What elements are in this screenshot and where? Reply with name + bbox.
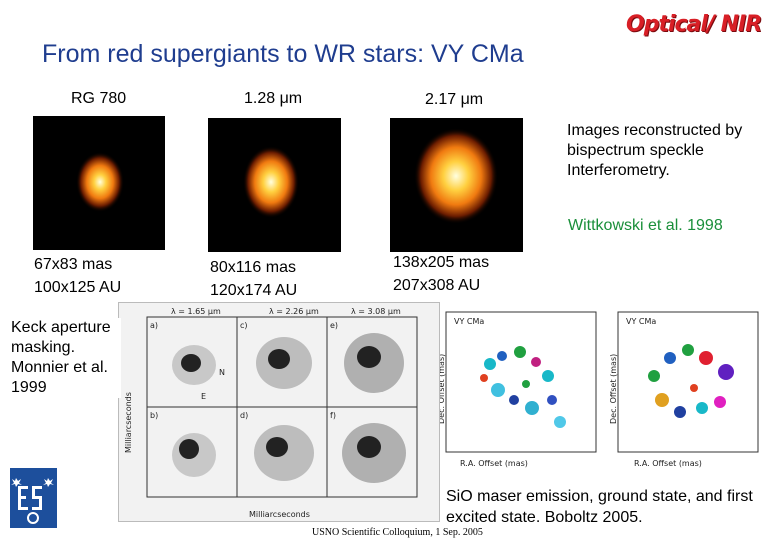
panel-label: e) — [330, 321, 338, 330]
optical-nir-badge: Optical/ NIR — [626, 12, 762, 37]
speckle-image-rg780 — [33, 116, 165, 250]
size-au: 100x125 AU — [34, 279, 122, 296]
panel-label: a) — [150, 321, 158, 330]
band-label-128um: 1.28 μm — [244, 90, 303, 107]
y-axis-label: Milliarcseconds — [124, 392, 133, 453]
panel-label: b) — [150, 411, 158, 420]
panel-label: d) — [240, 411, 248, 420]
slide-title: From red supergiants to WR stars: VY CMa — [42, 40, 524, 68]
footer-text: USNO Scientific Colloquium, 1 Sep. 2005 — [312, 527, 483, 538]
size-mas: 138x205 mas — [393, 254, 490, 271]
size-label-217um: 138x205 mas 207x308 AU — [393, 251, 489, 297]
maser-panel-title: VY CMa — [454, 317, 484, 326]
star-image-rg780 — [76, 152, 124, 212]
x-axis-label: Milliarcseconds — [249, 510, 310, 519]
keck-contour-figure: λ = 1.65 μm λ = 2.26 μm λ = 3.08 μm a) c… — [118, 302, 440, 522]
panel-label: f) — [330, 411, 336, 420]
contour-blobs — [172, 333, 406, 483]
eso-logo-icon — [11, 478, 54, 524]
size-mas: 80x116 mas — [210, 259, 296, 276]
star-image-217um — [414, 128, 498, 224]
lambda-label: λ = 2.26 μm — [269, 307, 319, 316]
speckle-image-128um — [208, 118, 341, 252]
star-image-128um — [243, 146, 299, 218]
keck-caption: Keck aperture masking. Monnier et al. 19… — [11, 318, 121, 398]
maser-caption: SiO maser emission, ground state, and fi… — [446, 488, 753, 526]
lambda-label: λ = 1.65 μm — [171, 307, 221, 316]
maser-spots-ground — [480, 346, 566, 428]
compass-east: E — [201, 392, 206, 401]
wittkowski-citation: Wittkowski et al. 1998 — [568, 217, 723, 234]
maser-xlabel: R.A. Offset (mas) — [460, 459, 528, 468]
maser-xlabel: R.A. Offset (mas) — [634, 459, 702, 468]
lambda-label: λ = 3.08 μm — [351, 307, 401, 316]
maser-spots-excited — [648, 344, 734, 418]
size-au: 120x174 AU — [210, 282, 298, 299]
maser-panel-title: VY CMa — [626, 317, 656, 326]
eso-logo — [10, 468, 57, 528]
band-label-217um: 2.17 μm — [425, 91, 484, 108]
band-label-rg780: RG 780 — [71, 90, 127, 107]
size-mas: 67x83 mas — [34, 256, 113, 273]
reconstruction-description: Images reconstructed by bispectrum speck… — [567, 122, 743, 179]
maser-ylabel: Dec. Offset (mas) — [609, 354, 618, 424]
compass-north: N — [219, 368, 225, 377]
sio-maser-figure: VY CMa VY CMa R.A. Offset (mas) R.A. Off… — [437, 304, 766, 474]
speckle-image-217um — [390, 118, 523, 252]
panel-label: c) — [240, 321, 248, 330]
size-label-128um: 80x116 mas 120x174 AU — [210, 256, 297, 302]
size-label-rg780: 67x83 mas 100x125 AU — [34, 253, 121, 299]
size-au: 207x308 AU — [393, 277, 481, 294]
maser-ylabel: Dec. Offset (mas) — [440, 354, 446, 424]
